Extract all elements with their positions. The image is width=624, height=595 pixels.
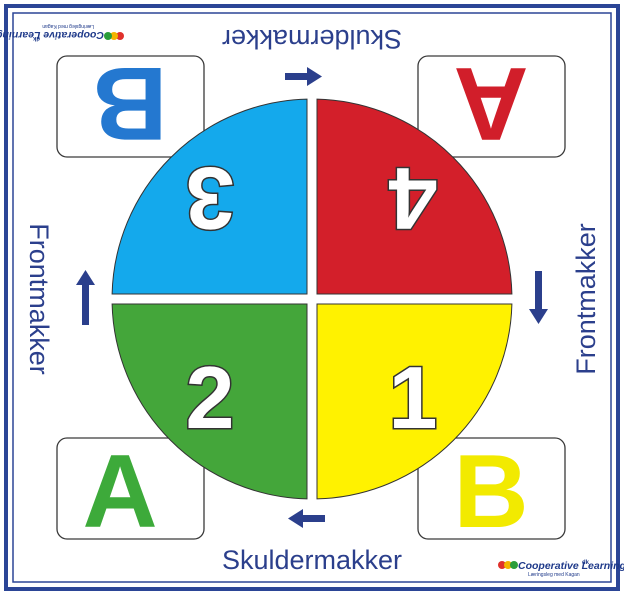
logo-people-icon <box>498 561 518 569</box>
arrow-left-icon <box>288 509 325 528</box>
arrow-up-icon <box>76 270 95 325</box>
quadrant-number-4: 4 <box>388 149 437 248</box>
quadrant-number-3: 3 <box>186 149 235 248</box>
quadrant-bottom-left <box>111 303 308 500</box>
logo-tagline: Læringsleg med Kagan <box>42 23 94 29</box>
label-right-frontmakker: Frontmakker <box>571 223 601 375</box>
card-letter-a: A <box>453 45 528 161</box>
card-letter-a: A <box>82 434 157 550</box>
arrow-right-icon <box>285 67 322 86</box>
quadrant-top-right <box>316 98 513 295</box>
logo-bottom-right: Cooperative Learning dk Læringsleg med K… <box>498 560 624 578</box>
quadrant-bottom-right <box>316 303 513 500</box>
card-letter-b: B <box>453 434 528 550</box>
card-bottom-right: B <box>417 433 566 551</box>
quadrant-top-left <box>111 98 308 295</box>
mat-outer-border <box>4 4 620 591</box>
logo-name: Cooperative Learning <box>518 560 624 572</box>
quadrant-number-1: 1 <box>389 348 438 447</box>
card-bottom-left: A <box>56 433 205 551</box>
arrow-down-icon <box>529 271 548 324</box>
card-top-right: A <box>417 44 566 162</box>
label-top-skuldermakker: Skuldermakker <box>222 24 402 54</box>
logo-suffix: dk <box>32 35 40 41</box>
card-letter-b: B <box>92 45 167 161</box>
logo-name: Cooperative Learning <box>0 29 104 41</box>
card-top-left: B <box>56 44 205 162</box>
label-left-frontmakker: Frontmakker <box>24 223 54 375</box>
logo-suffix: dk <box>582 560 590 566</box>
logo-people-icon <box>104 32 124 40</box>
logo-tagline: Læringsleg med Kagan <box>528 572 580 578</box>
quadrant-number-2: 2 <box>186 348 235 447</box>
label-bottom-skuldermakker: Skuldermakker <box>222 545 402 575</box>
mat-inner-border <box>12 12 612 583</box>
logo-top-left: Cooperative Learning dk Læringsleg med K… <box>0 23 124 41</box>
